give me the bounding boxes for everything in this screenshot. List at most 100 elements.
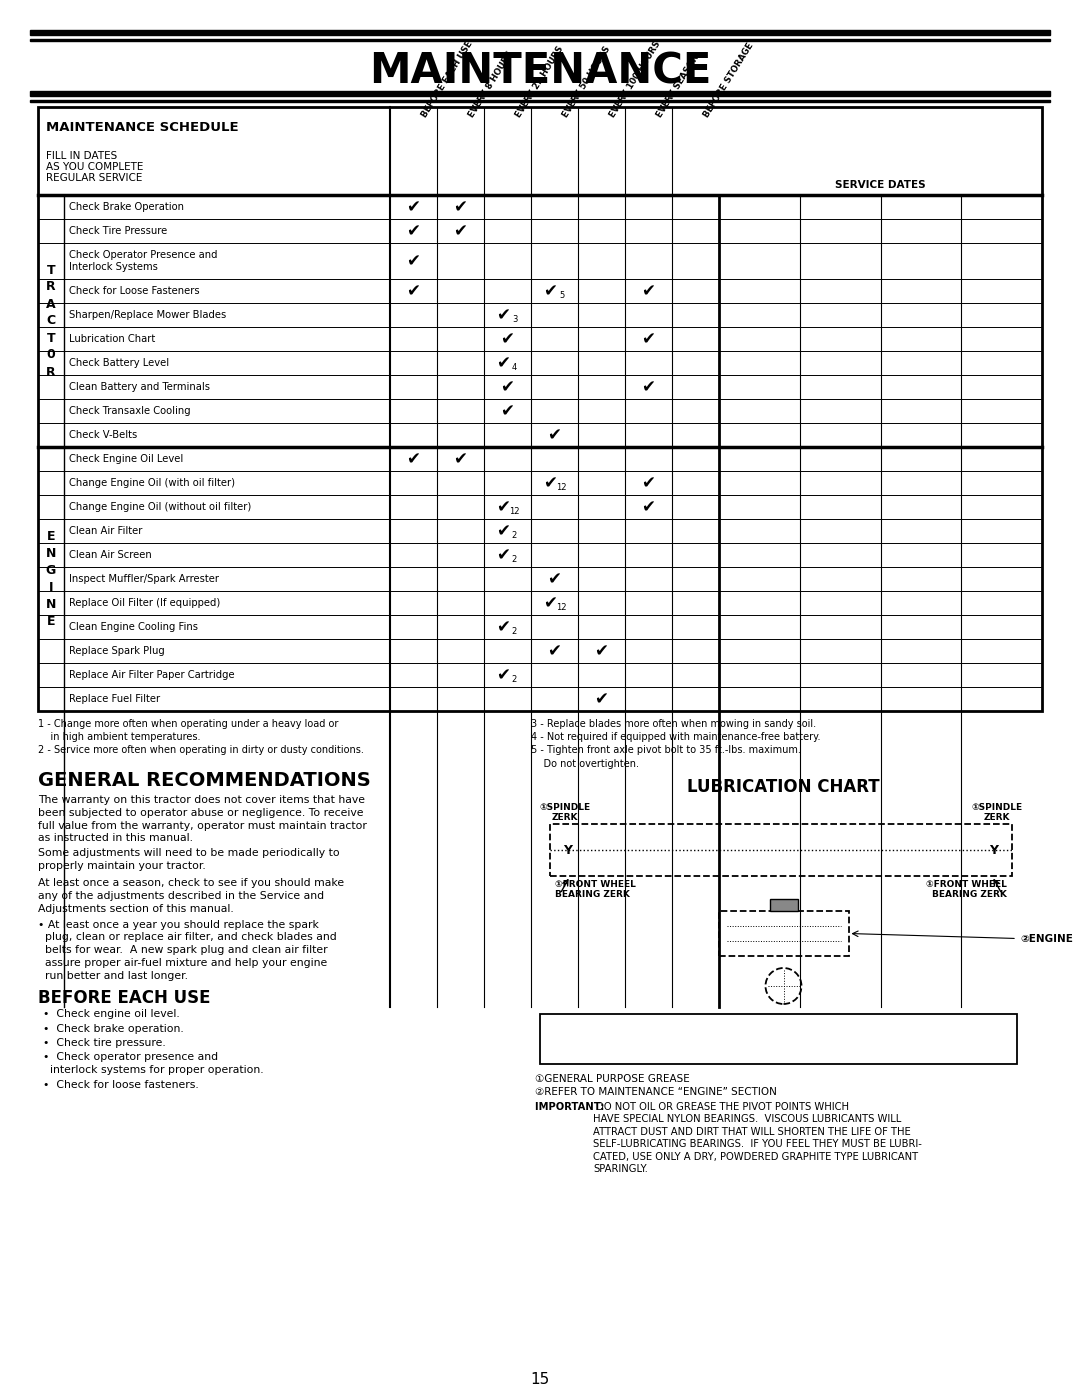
Text: 1 - Change more often when operating under a heavy load or
    in high ambient t: 1 - Change more often when operating und…	[38, 719, 364, 756]
Text: At least once a season, check to see if you should make
any of the adjustments d: At least once a season, check to see if …	[38, 877, 345, 914]
Text: ①FRONT WHEEL
BEARING ZERK: ①FRONT WHEEL BEARING ZERK	[555, 880, 636, 900]
Text: ✔: ✔	[497, 522, 511, 541]
Bar	[769, 900, 797, 911]
Text: 4: 4	[512, 363, 517, 373]
Text: ✔: ✔	[642, 379, 656, 395]
Text: ✔: ✔	[454, 450, 468, 468]
Text: BEFORE STORAGE: BEFORE STORAGE	[702, 41, 755, 119]
Text: Y: Y	[989, 844, 999, 856]
Text: 12: 12	[556, 483, 567, 493]
Bar	[38, 108, 1042, 711]
Text: ①SPINDLE
ZERK: ①SPINDLE ZERK	[971, 803, 1023, 821]
Text: Change Engine Oil (with oil filter): Change Engine Oil (with oil filter)	[69, 478, 235, 488]
Text: IMPORTANT:: IMPORTANT:	[535, 1102, 608, 1112]
Text: BEFORE EACH USE: BEFORE EACH USE	[38, 989, 211, 1007]
Text: REGULAR SERVICE: REGULAR SERVICE	[46, 173, 143, 183]
Text: 5: 5	[558, 292, 564, 300]
Text: Replace Air Filter Paper Cartridge: Replace Air Filter Paper Cartridge	[69, 671, 234, 680]
Bar	[30, 101, 1050, 102]
Text: EVERY 50 HOURS: EVERY 50 HOURS	[561, 45, 612, 119]
Text: ✔: ✔	[406, 198, 420, 217]
Text: ✔: ✔	[543, 594, 557, 612]
Text: Y: Y	[564, 844, 572, 856]
Text: ✔: ✔	[500, 330, 514, 348]
Text: 3: 3	[512, 316, 517, 324]
Text: •  Check operator presence and
  interlock systems for proper operation.: • Check operator presence and interlock …	[43, 1052, 264, 1074]
Text: ✔: ✔	[500, 402, 514, 420]
Text: ✔: ✔	[595, 643, 608, 659]
Text: ✔: ✔	[543, 474, 557, 492]
Text: ✔: ✔	[497, 497, 511, 515]
Text: 15: 15	[530, 1372, 550, 1387]
Bar	[30, 29, 1050, 35]
Text: ✔: ✔	[497, 546, 511, 564]
Text: ✔: ✔	[642, 282, 656, 300]
Text: ②REFER TO MAINTENANCE “ENGINE” SECTION: ②REFER TO MAINTENANCE “ENGINE” SECTION	[535, 1087, 777, 1097]
Text: Inspect Muffler/Spark Arrester: Inspect Muffler/Spark Arrester	[69, 574, 219, 584]
Text: Clean Battery and Terminals: Clean Battery and Terminals	[69, 381, 210, 393]
Text: ✔: ✔	[543, 282, 557, 300]
Text: ②ENGINE: ②ENGINE	[1020, 933, 1072, 943]
Text: E
N
G
I
N
E: E N G I N E	[45, 529, 56, 629]
Text: 2: 2	[512, 556, 517, 564]
Text: Replace Spark Plug: Replace Spark Plug	[69, 645, 165, 657]
Text: MAINTENANCE SCHEDULE: MAINTENANCE SCHEDULE	[46, 122, 239, 134]
Text: Clean Air Filter: Clean Air Filter	[69, 527, 143, 536]
Text: ✔: ✔	[642, 330, 656, 348]
Text: Check Engine Oil Level: Check Engine Oil Level	[69, 454, 184, 464]
Text: ✔: ✔	[406, 251, 420, 270]
Text: ①GENERAL PURPOSE GREASE: ①GENERAL PURPOSE GREASE	[535, 1074, 690, 1084]
Text: ✔: ✔	[548, 643, 562, 659]
Text: •  Check for loose fasteners.: • Check for loose fasteners.	[43, 1080, 199, 1090]
Text: Check Tire Pressure: Check Tire Pressure	[69, 226, 167, 236]
Text: ✔: ✔	[500, 379, 514, 395]
Text: ✔: ✔	[454, 198, 468, 217]
Text: Clean Air Screen: Clean Air Screen	[69, 550, 152, 560]
Text: ✔: ✔	[642, 497, 656, 515]
Text: ✔: ✔	[406, 450, 420, 468]
Text: LUBRICATION CHART: LUBRICATION CHART	[687, 778, 880, 796]
Text: Some adjustments will need to be made periodically to
properly maintain your tra: Some adjustments will need to be made pe…	[38, 848, 339, 870]
Text: ①FRONT WHEEL
BEARING ZERK: ①FRONT WHEEL BEARING ZERK	[927, 880, 1007, 900]
Text: SERVICE DATES: SERVICE DATES	[835, 180, 926, 190]
Bar	[550, 824, 1012, 876]
Text: ✔: ✔	[548, 426, 562, 444]
Bar	[540, 1014, 1017, 1065]
Bar	[30, 91, 1050, 96]
Text: ✔: ✔	[406, 222, 420, 240]
Text: ✔: ✔	[406, 282, 420, 300]
Text: • At least once a year you should replace the spark
  plug, clean or replace air: • At least once a year you should replac…	[38, 919, 337, 981]
Text: Replace Oil Filter (If equipped): Replace Oil Filter (If equipped)	[69, 598, 220, 608]
Text: 2: 2	[512, 627, 517, 637]
Text: ✔: ✔	[642, 474, 656, 492]
Text: T
R
A
C
T
0
R: T R A C T 0 R	[46, 264, 56, 379]
Text: AS YOU COMPLETE: AS YOU COMPLETE	[46, 162, 144, 172]
Text: ①SPINDLE
ZERK: ①SPINDLE ZERK	[539, 803, 591, 821]
Text: GENERAL RECOMMENDATIONS: GENERAL RECOMMENDATIONS	[38, 771, 370, 789]
Text: FILL IN DATES: FILL IN DATES	[46, 151, 118, 161]
Text: BEFORE EACH USE: BEFORE EACH USE	[420, 39, 474, 119]
Text: 12: 12	[556, 604, 567, 612]
Text: ✔: ✔	[454, 222, 468, 240]
Text: DO NOT OIL OR GREASE THE PIVOT POINTS WHICH
HAVE SPECIAL NYLON BEARINGS.  VISCOU: DO NOT OIL OR GREASE THE PIVOT POINTS WH…	[593, 1102, 922, 1173]
Text: EVERY 8 HOURS: EVERY 8 HOURS	[467, 49, 515, 119]
Text: •  Check brake operation.: • Check brake operation.	[43, 1024, 184, 1034]
Text: EVERY SEASON: EVERY SEASON	[654, 53, 701, 119]
Text: MAINTENANCE: MAINTENANCE	[368, 52, 712, 94]
Bar	[30, 39, 1050, 41]
Text: ✔: ✔	[548, 570, 562, 588]
Text: •  Check engine oil level.: • Check engine oil level.	[43, 1009, 179, 1018]
Text: Lubrication Chart: Lubrication Chart	[69, 334, 156, 344]
Text: Check Operator Presence and
Interlock Systems: Check Operator Presence and Interlock Sy…	[69, 250, 217, 272]
Text: •  Check tire pressure.: • Check tire pressure.	[43, 1038, 165, 1048]
Text: ✔: ✔	[497, 666, 511, 685]
Text: EVERY 25 HOURS: EVERY 25 HOURS	[514, 45, 565, 119]
Text: 12: 12	[510, 507, 519, 517]
Bar	[718, 911, 849, 956]
Text: 2: 2	[512, 676, 517, 685]
Text: ✔: ✔	[497, 353, 511, 372]
Text: EVERY 100 HOURS: EVERY 100 HOURS	[608, 39, 662, 119]
Text: Check Brake Operation: Check Brake Operation	[69, 203, 184, 212]
Text: 2: 2	[512, 531, 517, 541]
Text: Check V-Belts: Check V-Belts	[69, 430, 137, 440]
